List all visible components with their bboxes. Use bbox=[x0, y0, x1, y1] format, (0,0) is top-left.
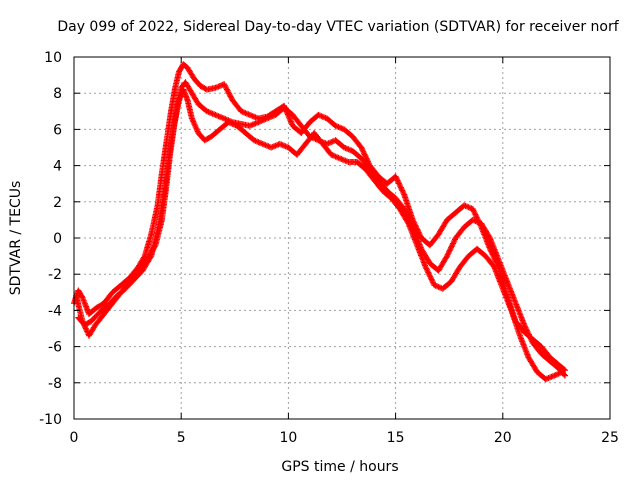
y-tick-label: 0 bbox=[53, 231, 62, 247]
series-track-2 bbox=[75, 79, 568, 379]
y-tick-label: -4 bbox=[48, 303, 62, 319]
y-tick-label: -6 bbox=[48, 340, 62, 356]
data-point bbox=[559, 368, 566, 375]
series-track-1 bbox=[71, 61, 568, 374]
data-point bbox=[192, 122, 199, 129]
data-point bbox=[404, 219, 411, 226]
x-tick-label: 20 bbox=[494, 430, 512, 446]
data-series bbox=[71, 61, 568, 383]
x-tick-label: 5 bbox=[177, 430, 186, 446]
y-tick-label: 2 bbox=[53, 195, 62, 211]
data-point bbox=[78, 293, 85, 300]
y-axis-label: SDTVAR / TECUs bbox=[8, 181, 24, 296]
chart-title: Day 099 of 2022, Sidereal Day-to-day VTE… bbox=[57, 19, 619, 35]
y-tick-label: 8 bbox=[53, 86, 62, 102]
y-tick-label: 4 bbox=[53, 159, 62, 175]
data-point bbox=[487, 247, 494, 254]
x-tick-label: 0 bbox=[70, 430, 79, 446]
data-point bbox=[486, 233, 493, 240]
y-tick-label: 6 bbox=[53, 122, 62, 138]
series-track-3 bbox=[73, 86, 566, 383]
data-point bbox=[448, 244, 454, 251]
y-tick-label: -8 bbox=[48, 376, 62, 392]
y-tick-label: -2 bbox=[48, 267, 62, 283]
x-tick-label: 10 bbox=[279, 430, 297, 446]
data-point bbox=[562, 372, 568, 379]
data-point bbox=[523, 326, 530, 333]
x-tick-label: 15 bbox=[387, 430, 405, 446]
x-axis-label: GPS time / hours bbox=[281, 459, 398, 475]
axis-ticks: 0 5 10 15 20 25 -10 -8 -6 -4 -2 0 2 4 6 8 10 bbox=[39, 50, 619, 446]
y-tick-label: -10 bbox=[39, 412, 62, 428]
x-tick-label: 25 bbox=[601, 430, 619, 446]
y-tick-label: 10 bbox=[44, 50, 62, 66]
